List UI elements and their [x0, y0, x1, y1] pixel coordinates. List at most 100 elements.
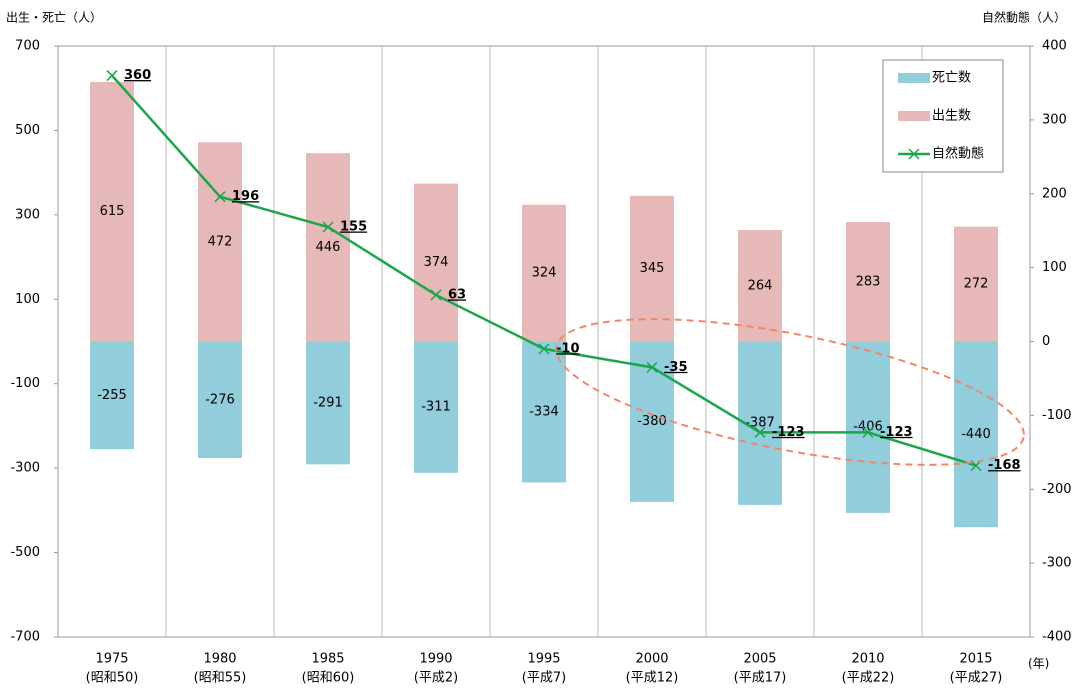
line-value-label: -10 — [556, 341, 580, 356]
y2-tick-label: 100 — [1042, 260, 1067, 275]
bar — [90, 81, 134, 342]
bar-value-label: -291 — [313, 395, 343, 410]
bar-value-label: -276 — [205, 392, 235, 407]
y-tick-label: -500 — [10, 545, 40, 560]
line-value-label: 155 — [340, 219, 367, 234]
bar — [522, 204, 566, 342]
x-tick-label: 1975 — [95, 652, 128, 667]
bar-value-label: 374 — [424, 255, 449, 270]
y-tick-label: 500 — [15, 123, 40, 138]
y2-tick-label: 0 — [1042, 334, 1050, 349]
bar-value-label: 446 — [316, 240, 341, 255]
bar — [954, 341, 998, 528]
line-value-label: -168 — [988, 458, 1021, 473]
bar — [738, 230, 782, 342]
bar — [306, 153, 350, 342]
x-era-label: (平成17) — [734, 671, 787, 686]
y-tick-label: 700 — [15, 39, 40, 54]
bar-value-label: -380 — [637, 414, 667, 429]
bar — [198, 341, 242, 459]
legend-label: 出生数 — [932, 109, 971, 124]
bar-value-label: -387 — [745, 416, 775, 431]
bar-value-label: -311 — [421, 400, 451, 415]
x-era-label: (平成2) — [414, 671, 458, 686]
bar-value-label: -334 — [529, 404, 559, 419]
plot: 700500300100-100-300-500-700400300200100… — [10, 39, 1071, 686]
line-marker — [754, 426, 766, 438]
bar-value-label: 264 — [748, 278, 773, 293]
bar — [522, 341, 566, 483]
x-unit: (年) — [1028, 657, 1049, 671]
line-marker — [970, 460, 982, 472]
x-tick-label: 1995 — [527, 652, 560, 667]
x-era-label: (平成12) — [626, 671, 679, 686]
y2-tick-label: -200 — [1042, 482, 1072, 497]
bar-value-label: -440 — [961, 427, 991, 442]
y2-tick-label: -100 — [1042, 408, 1072, 423]
x-era-label: (昭和55) — [194, 671, 247, 686]
line-value-label: -123 — [772, 425, 805, 440]
x-tick-label: 1990 — [419, 652, 452, 667]
line-value-label: 63 — [448, 287, 466, 302]
line-marker — [322, 221, 334, 233]
bar — [414, 341, 458, 473]
x-tick-label: 1980 — [203, 652, 236, 667]
bar — [630, 195, 674, 342]
x-tick-label: 2005 — [743, 652, 776, 667]
x-tick-label: 2000 — [635, 652, 668, 667]
bar — [198, 142, 242, 342]
y2-axis-title: 自然動態（人） — [982, 10, 1066, 25]
x-era-label: (昭和50) — [86, 671, 139, 686]
y2-tick-label: 200 — [1042, 186, 1067, 201]
y-tick-label: 300 — [15, 207, 40, 222]
bar-value-label: 324 — [532, 266, 557, 281]
bar-value-label: -406 — [853, 420, 883, 435]
legend-swatch — [898, 73, 930, 83]
x-tick-label: 1985 — [311, 652, 344, 667]
bar — [846, 341, 890, 513]
bar-value-label: 615 — [100, 204, 125, 219]
x-era-label: (平成27) — [950, 671, 1003, 686]
x-era-label: (平成7) — [522, 671, 566, 686]
x-era-label: (昭和60) — [302, 671, 355, 686]
line-marker — [646, 361, 658, 373]
x-tick-label: 2010 — [851, 652, 884, 667]
y-tick-label: -300 — [10, 461, 40, 476]
line-marker — [538, 343, 550, 355]
bar — [954, 226, 998, 342]
bar-value-label: 472 — [208, 234, 233, 249]
line-value-label: -35 — [664, 360, 688, 375]
bar — [414, 183, 458, 342]
y-axis-title: 出生・死亡（人） — [6, 11, 102, 25]
line-value-label: 360 — [124, 68, 151, 83]
highlight-ellipse — [555, 318, 1025, 466]
bar — [846, 222, 890, 342]
y2-tick-label: -300 — [1042, 556, 1072, 571]
bar-value-label: 345 — [640, 261, 665, 276]
legend-label: 自然動態 — [932, 146, 984, 162]
y-tick-label: -700 — [10, 630, 40, 645]
line-marker — [214, 191, 226, 203]
line-marker — [430, 289, 442, 301]
bar-value-label: 272 — [964, 277, 989, 292]
line-marker — [862, 426, 874, 438]
legend-marker — [908, 148, 920, 160]
bar-value-label: 283 — [856, 274, 881, 289]
line-marker — [106, 70, 118, 82]
bar-value-label: -255 — [97, 388, 127, 403]
y2-tick-label: 400 — [1042, 39, 1067, 54]
x-tick-label: 2015 — [959, 652, 992, 667]
bar — [90, 341, 134, 450]
legend-swatch — [898, 111, 930, 121]
line-value-label: 196 — [232, 189, 259, 204]
y2-tick-label: -400 — [1042, 630, 1072, 645]
y2-tick-label: 300 — [1042, 112, 1067, 127]
y-tick-label: 100 — [15, 292, 40, 307]
bar — [306, 341, 350, 465]
legend-label: 死亡数 — [932, 71, 971, 86]
line-value-label: -123 — [880, 425, 913, 440]
x-era-label: (平成22) — [842, 671, 895, 686]
